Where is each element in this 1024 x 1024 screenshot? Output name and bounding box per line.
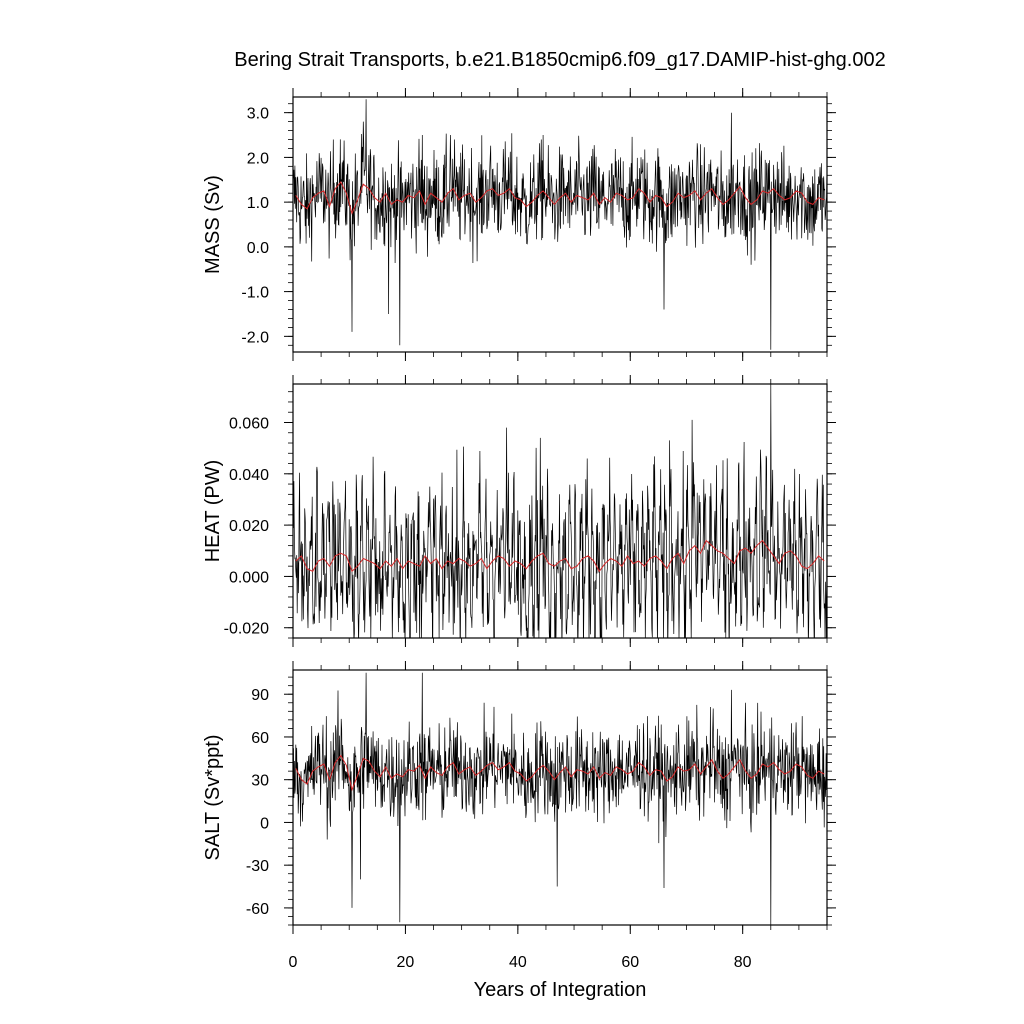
x-tick-label: 20 [397, 954, 415, 971]
y-tick-label: 1.0 [247, 195, 269, 212]
annual-mean-line [295, 539, 825, 573]
annual-mean-line [295, 754, 825, 792]
y-tick-label: 90 [251, 687, 269, 704]
y-tick-label: 2.0 [247, 150, 269, 167]
x-tick-label: 40 [509, 954, 527, 971]
y-tick-label: 0 [260, 815, 269, 832]
y-tick-label: 0.0 [247, 240, 269, 257]
y-tick-label: -0.020 [224, 621, 269, 638]
y-axis-label: MASS (Sv) [202, 175, 224, 274]
y-tick-label: 0.020 [229, 518, 269, 535]
panel-2: 0.060 0.040 0.020 0.000 -0.020 HEAT (PW) [202, 375, 836, 647]
x-tick-label: 60 [621, 954, 639, 971]
y-tick-label: -30 [246, 858, 269, 875]
monthly-series-line [293, 99, 827, 350]
y-tick-label: 30 [251, 773, 269, 790]
panel-3: 90 60 30 0 -30 -60 SALT (Sv*ppt) [202, 661, 836, 934]
y-axis-label: HEAT (PW) [202, 460, 224, 563]
panel-1: 3.0 2.0 1.0 0.0 -1.0 -2.0 MASS (Sv) [202, 88, 836, 361]
x-tick-label: 0 [289, 954, 298, 971]
x-axis-label: Years of Integration [474, 979, 647, 1001]
x-tick-label: 80 [734, 954, 752, 971]
y-tick-label: -1.0 [241, 285, 269, 302]
monthly-series-line [293, 672, 827, 925]
y-tick-label: -60 [246, 901, 269, 918]
annual-mean-line [295, 181, 825, 215]
y-axis-label: SALT (Sv*ppt) [202, 735, 224, 861]
panel-frame [292, 383, 828, 639]
y-tick-label: 0.000 [229, 569, 269, 586]
y-tick-label: -2.0 [241, 329, 269, 346]
y-tick-label: 0.040 [229, 467, 269, 484]
chart-title: Bering Strait Transports, b.e21.B1850cmi… [234, 49, 885, 71]
panel-frame [292, 96, 828, 353]
panel-frame [292, 669, 828, 926]
y-tick-label: 0.060 [229, 415, 269, 432]
y-tick-label: 60 [251, 730, 269, 747]
y-tick-label: 3.0 [247, 106, 269, 123]
monthly-series-line [293, 384, 827, 638]
